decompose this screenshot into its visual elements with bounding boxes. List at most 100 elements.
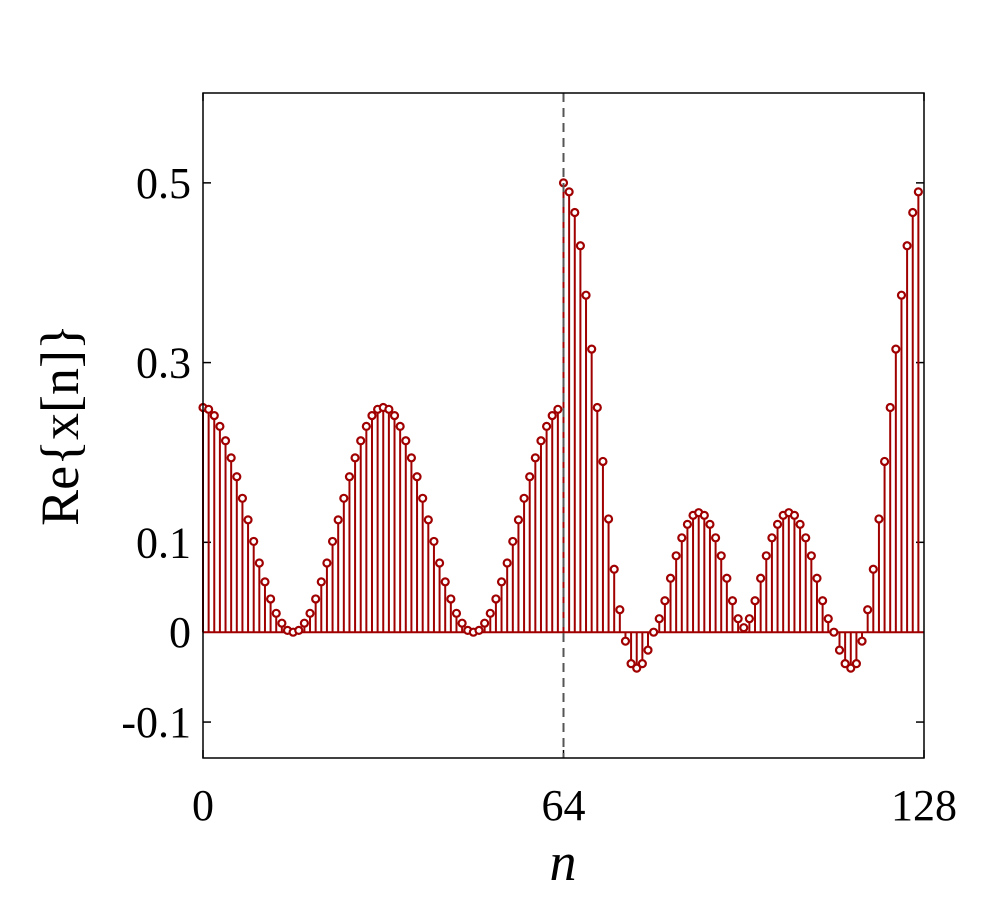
stem-marker [260,577,270,587]
plot-frame [202,92,925,759]
stem-marker [654,614,664,624]
stem-marker [243,515,253,525]
stem-marker [879,456,890,467]
stem-marker [671,551,681,561]
stem-marker [846,663,856,673]
y-tick-label: 0.5 [136,159,191,208]
stem-marker [440,577,450,587]
stem-marker [750,596,760,606]
stem-marker [587,344,597,354]
stem-marker [592,402,602,413]
stem-marker [305,608,315,618]
stem-marker [446,594,456,604]
stem-marker [361,421,371,431]
stem-marker [232,472,242,482]
stem-marker [333,515,343,525]
stem-marker [271,608,281,618]
stem-marker [710,533,721,543]
y-axis-label: Re{x[n]} [30,324,90,526]
stem-marker [885,402,895,413]
stem-marker [327,536,338,547]
stem-marker [682,519,693,529]
stem-marker [581,290,591,300]
stem-marker [254,558,264,568]
stem-marker [699,510,709,520]
stem-marker [620,636,631,646]
stem-marker [339,493,349,503]
stem-marker [429,536,439,547]
stem-marker [547,411,557,421]
stem-marker [434,558,445,568]
stem-marker [457,618,467,628]
y-tick-label: 0.1 [136,518,191,567]
stem-marker [902,241,912,251]
stem-marker [829,627,839,637]
stem-marker [643,645,653,655]
stem-marker [649,627,659,637]
stem-marker [806,551,816,561]
stem-marker [896,290,907,300]
stem-marker [795,519,805,529]
y-tick-label: 0.3 [136,339,191,388]
stem-marker [733,614,743,624]
stem-marker [226,453,236,463]
stem-marker [739,623,749,633]
stem-marker [615,605,625,615]
stem-marker [598,456,608,467]
stem-marker [542,421,552,431]
stem-marker [508,536,518,547]
stem-marker [812,573,822,583]
stem-marker [570,207,580,218]
stem-marker [665,573,676,583]
x-tick-label: 128 [891,781,957,830]
stem-marker [204,404,214,414]
stem-marker [660,596,670,606]
y-tick-label: -0.1 [121,698,191,747]
stem-marker [722,573,732,583]
stem-marker [502,558,512,568]
stem-marker [237,493,248,503]
stem-marker [406,453,417,463]
stem-marker [384,404,394,414]
stem-marker [474,625,484,635]
stem-marker [344,472,355,482]
stem-marker [716,551,726,561]
stem-marker [513,515,524,525]
stem-marker [530,453,540,463]
stem-marker [277,618,287,628]
stem-marker [395,421,405,431]
stem-marker [401,436,411,446]
stem-marker [823,614,833,624]
stem-marker [767,533,777,543]
stem-marker [801,533,811,543]
x-axis-label: n [550,832,577,892]
x-tick-label: 0 [192,781,214,830]
stem-marker [423,515,433,525]
stem-marker [215,421,225,431]
stem-marker [265,594,276,604]
stem-marker [677,533,687,543]
stem-marker [525,472,535,482]
stem-marker [727,596,738,606]
stem-marker [818,596,828,606]
stem-marker [913,187,923,197]
stem-marker [705,519,715,529]
stem-marker [519,493,529,503]
stem-marker [412,472,422,482]
stem-marker [536,436,546,446]
stem-marker [294,625,304,635]
stem-marker [418,493,428,503]
stem-marker [249,536,259,547]
stem-marker [868,564,878,574]
stem-marker [857,636,867,646]
stem-marker [356,436,366,446]
stem-marker [761,551,771,561]
stem-marker [485,608,495,618]
stem-marker [756,573,766,583]
stem-marker [220,436,231,446]
stem-marker [350,453,360,463]
stem-marker [367,411,377,421]
stem-marker [491,594,501,604]
stem-marker [480,618,490,628]
stem-marker [209,411,219,421]
